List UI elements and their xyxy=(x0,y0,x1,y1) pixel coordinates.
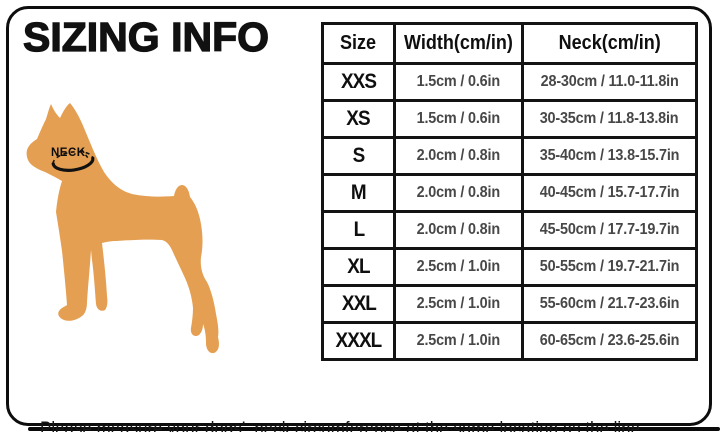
neck-cell: 60-65cm / 23.6-25.6in xyxy=(521,321,698,361)
size-cell: L xyxy=(321,210,396,250)
neck-cell: 35-40cm / 13.8-15.7in xyxy=(521,136,698,176)
table-row: M 2.0cm / 0.8in 40-45cm / 15.7-17.7in xyxy=(321,173,698,213)
dog-illustration: NECK xyxy=(22,98,222,358)
table-row: XXL 2.5cm / 1.0in 55-60cm / 21.7-23.6in xyxy=(321,284,698,324)
table-row: XS 1.5cm / 0.6in 30-35cm / 11.8-13.8in xyxy=(321,99,698,139)
size-cell: XXS xyxy=(321,62,396,102)
page-title: SIZING INFO xyxy=(22,13,269,60)
table-row: XXXL 2.5cm / 1.0in 60-65cm / 23.6-25.6in xyxy=(321,321,698,361)
neck-pointer-line xyxy=(81,149,89,159)
width-cell: 2.5cm / 1.0in xyxy=(393,284,524,324)
dog-body-shape xyxy=(26,103,219,354)
table-row: S 2.0cm / 0.8in 35-40cm / 13.8-15.7in xyxy=(321,136,698,176)
neck-cell: 45-50cm / 17.7-19.7in xyxy=(521,210,698,250)
neck-cell: 40-45cm / 15.7-17.7in xyxy=(521,173,698,213)
size-cell: M xyxy=(321,173,396,213)
neck-cell: 30-35cm / 11.8-13.8in xyxy=(521,99,698,139)
size-cell: XXXL xyxy=(321,321,396,361)
neck-collar-line xyxy=(51,150,95,172)
column-header-neck: Neck(cm/in) xyxy=(521,22,698,65)
width-cell: 1.5cm / 0.6in xyxy=(393,62,524,102)
width-cell: 2.5cm / 1.0in xyxy=(393,321,524,361)
sizing-table: Size Width(cm/in) Neck(cm/in) XXS 1.5cm … xyxy=(321,22,698,361)
width-cell: 2.0cm / 0.8in xyxy=(393,173,524,213)
width-cell: 2.0cm / 0.8in xyxy=(393,136,524,176)
size-cell: S xyxy=(321,136,396,176)
size-cell: XXL xyxy=(321,284,396,324)
column-header-width: Width(cm/in) xyxy=(393,22,524,65)
neck-cell: 55-60cm / 21.7-23.6in xyxy=(521,284,698,324)
table-row: XXS 1.5cm / 0.6in 28-30cm / 11.0-11.8in xyxy=(321,62,698,102)
width-cell: 2.0cm / 0.8in xyxy=(393,210,524,250)
measurement-instruction-text: Please measure your dogs’ neck circumfer… xyxy=(39,418,645,432)
width-cell: 2.5cm / 1.0in xyxy=(393,247,524,287)
size-cell: XS xyxy=(321,99,396,139)
collar-dashed-arc xyxy=(52,150,94,164)
width-cell: 1.5cm / 0.6in xyxy=(393,99,524,139)
measurement-instruction: Please measure your dogs’ neck circumfer… xyxy=(29,395,720,432)
table-header-row: Size Width(cm/in) Neck(cm/in) xyxy=(321,22,698,65)
table-row: XL 2.5cm / 1.0in 50-55cm / 19.7-21.7in xyxy=(321,247,698,287)
size-cell: XL xyxy=(321,247,396,287)
neck-cell: 28-30cm / 11.0-11.8in xyxy=(521,62,698,102)
collar-solid-arc xyxy=(51,156,95,172)
dog-silhouette-svg: NECK xyxy=(26,103,219,354)
table-row: L 2.0cm / 0.8in 45-50cm / 17.7-19.7in xyxy=(321,210,698,250)
neck-label: NECK xyxy=(51,147,86,159)
neck-cell: 50-55cm / 19.7-21.7in xyxy=(521,247,698,287)
column-header-size: Size xyxy=(321,22,396,65)
bottom-edge-line xyxy=(28,427,720,431)
